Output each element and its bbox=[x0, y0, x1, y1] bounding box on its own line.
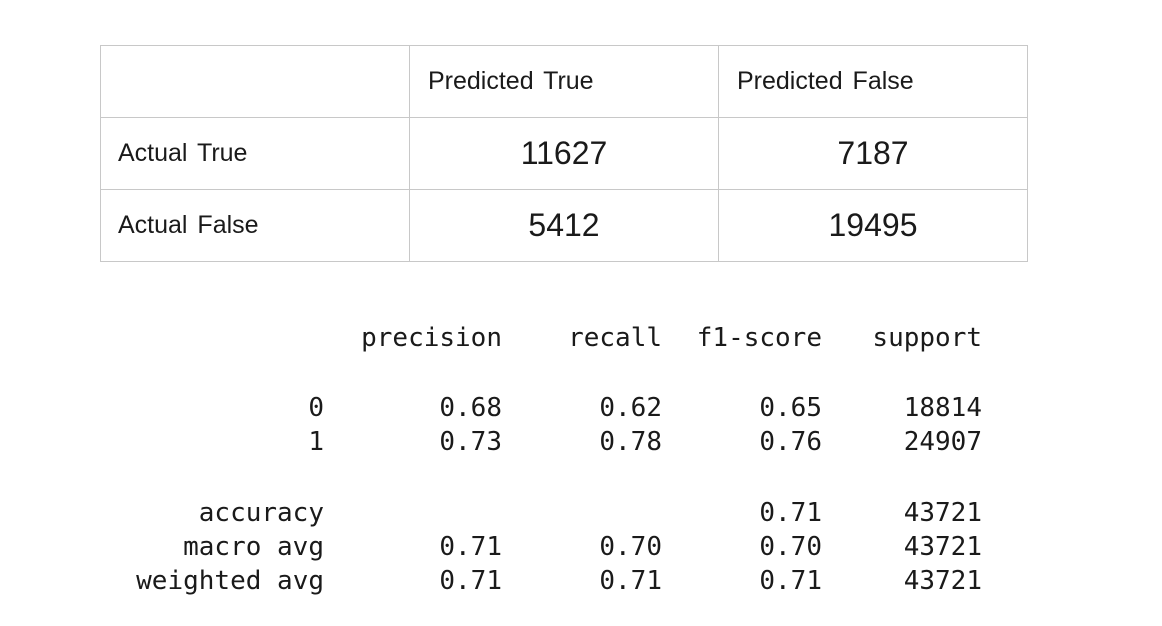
true-negative-cell: 19495 bbox=[718, 189, 1028, 262]
true-positive-cell: 11627 bbox=[409, 117, 719, 190]
report-precision-value: 0.71 bbox=[439, 532, 502, 562]
report-row-label: 0 bbox=[308, 393, 324, 423]
report-support-value: 43721 bbox=[903, 532, 982, 562]
report-support-value: 43721 bbox=[903, 498, 982, 528]
report-precision-value: 0.73 bbox=[439, 427, 502, 457]
report-support-value: 24907 bbox=[903, 427, 982, 457]
report-header-support: support bbox=[872, 323, 982, 353]
report-header-precision: precision bbox=[361, 323, 502, 353]
report-f1-value: 0.70 bbox=[759, 532, 822, 562]
report-recall-value: 0.78 bbox=[599, 427, 662, 457]
actual-true-label: Actual True bbox=[100, 117, 410, 190]
report-precision-value: 0.71 bbox=[439, 566, 502, 596]
confusion-row-actual-true: Actual True 11627 7187 bbox=[100, 117, 1028, 190]
false-negative-cell: 7187 bbox=[718, 117, 1028, 190]
report-f1-value: 0.76 bbox=[759, 427, 822, 457]
report-recall-value: 0.71 bbox=[599, 566, 662, 596]
report-header-recall: recall bbox=[568, 323, 662, 353]
report-f1-value: 0.65 bbox=[759, 393, 822, 423]
report-recall-value: 0.70 bbox=[599, 532, 662, 562]
confusion-row-actual-false: Actual False 5412 19495 bbox=[100, 189, 1028, 262]
report-precision-value: 0.68 bbox=[439, 393, 502, 423]
false-positive-cell: 5412 bbox=[409, 189, 719, 262]
report-row-label: macro avg bbox=[183, 532, 324, 562]
report-recall-value: 0.62 bbox=[599, 393, 662, 423]
report-f1-value: 0.71 bbox=[759, 566, 822, 596]
report-row-label: weighted avg bbox=[136, 566, 324, 596]
report-support-value: 43721 bbox=[903, 566, 982, 596]
confusion-corner-cell bbox=[100, 45, 410, 118]
report-row-label: accuracy bbox=[198, 498, 324, 528]
actual-false-label: Actual False bbox=[100, 189, 410, 262]
confusion-matrix-table: Predicted True Predicted False Actual Tr… bbox=[100, 45, 1028, 262]
report-f1-value: 0.71 bbox=[759, 498, 822, 528]
report-row-label: 1 bbox=[308, 427, 324, 457]
report-support-value: 18814 bbox=[903, 393, 982, 423]
report-header-f1-score: f1-score bbox=[696, 323, 822, 353]
